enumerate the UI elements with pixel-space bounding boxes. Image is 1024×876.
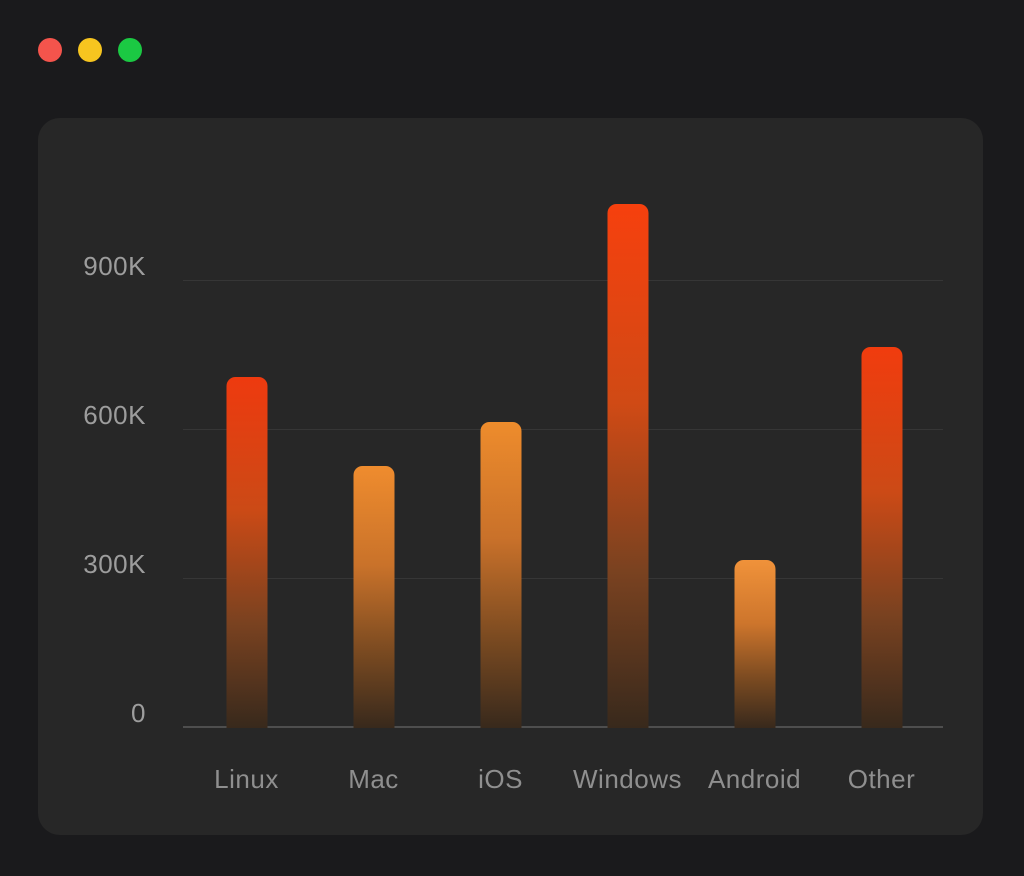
bar-windows <box>607 204 648 728</box>
bar-linux <box>226 377 267 728</box>
category-label: Other <box>847 764 916 794</box>
y-tick-label: 900K <box>83 250 146 281</box>
window-titlebar <box>38 38 142 62</box>
bar-android <box>734 560 775 728</box>
category-label: iOS <box>478 764 523 794</box>
bar-ios <box>480 422 521 728</box>
bar-slot: Mac <box>310 118 437 792</box>
category-label: Mac <box>348 764 399 794</box>
plot-area: Linux Mac iOS Windows Android Other <box>183 118 945 792</box>
x-axis-baseline <box>183 726 943 728</box>
gridline <box>183 279 943 281</box>
category-label: Windows <box>573 764 682 794</box>
bar-slot: iOS <box>437 118 564 792</box>
gridline <box>183 428 943 430</box>
window-minimize-button[interactable] <box>78 38 102 62</box>
bar-slot: Windows <box>564 118 691 792</box>
bar-slot: Other <box>818 118 945 792</box>
gridline <box>183 577 943 579</box>
y-tick-label: 0 <box>131 698 146 728</box>
chart-panel: 900K 600K 300K 0 Linux Mac iOS Windows Android O… <box>38 118 983 835</box>
category-label: Linux <box>214 764 279 794</box>
bar-slot: Android <box>691 118 818 792</box>
bar-other <box>861 347 902 728</box>
bar-chart: 900K 600K 300K 0 Linux Mac iOS Windows Android O… <box>38 118 983 835</box>
y-tick-label: 300K <box>83 548 146 579</box>
window-zoom-button[interactable] <box>118 38 142 62</box>
bar-slot: Linux <box>183 118 310 792</box>
bar-mac <box>353 466 394 728</box>
window-close-button[interactable] <box>38 38 62 62</box>
y-axis: 900K 600K 300K 0 <box>38 118 146 728</box>
y-tick-label: 600K <box>83 399 146 430</box>
category-label: Android <box>707 764 802 794</box>
